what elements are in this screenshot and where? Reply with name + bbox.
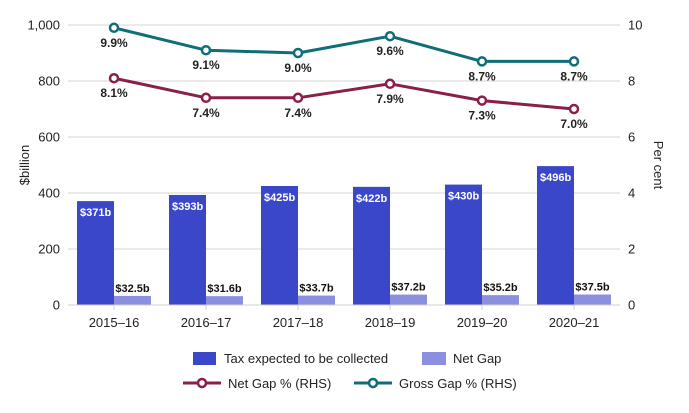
point-data-label: 9.1% [192, 58, 220, 72]
bar-data-label: $425b [264, 192, 295, 204]
point-data-label: 7.4% [192, 106, 220, 120]
bar-data-label: $32.5b [115, 283, 150, 295]
left-tick-label: 1,000 [27, 18, 60, 33]
x-tick-label: 2019–20 [457, 315, 508, 330]
right-axis-title: Per cent [651, 141, 666, 190]
line-point [384, 78, 396, 90]
gross-gap-pct-line [113, 26, 574, 63]
legend: Tax expected to be collected Net Gap Net G… [183, 351, 517, 391]
legend-marker-gross-gap-pct [367, 377, 379, 389]
point-data-label: 7.0% [560, 117, 588, 131]
bars: $371b $32.5b $393b $31.6b $425b $33.7b $422b $3… [77, 166, 611, 305]
left-axis-title: $billion [17, 145, 32, 185]
bar-net-gap [482, 295, 519, 305]
bar-data-label: $371b [80, 207, 111, 219]
point-data-label: 7.4% [284, 106, 312, 120]
net-gap-pct-line [113, 76, 575, 111]
bar-tax-expected [445, 184, 482, 305]
line-point [292, 92, 304, 104]
x-tick-label: 2017–18 [273, 315, 324, 330]
legend-marker-net-gap-pct [196, 377, 208, 389]
point-data-label: 9.0% [284, 61, 312, 75]
point-data-label: 9.6% [376, 44, 404, 58]
gridlines [68, 24, 620, 250]
x-tick-label: 2016–17 [181, 315, 232, 330]
bar-tax-expected [261, 186, 298, 305]
x-tick-label: 2018–19 [365, 315, 416, 330]
legend-label-net-gap: Net Gap [453, 351, 501, 366]
right-tick-label: 8 [628, 74, 635, 89]
legend-label-gross-gap-pct: Gross Gap % (RHS) [399, 376, 517, 391]
bar-tax-expected [77, 201, 114, 305]
left-axis-ticks: 0 200 400 600 800 1,000 [27, 18, 60, 313]
right-tick-label: 2 [628, 242, 635, 257]
line-point [108, 72, 120, 84]
bar-net-gap [206, 296, 243, 305]
line-point [476, 95, 488, 106]
line-point [568, 56, 580, 67]
line-point [384, 30, 396, 42]
bar-data-label: $31.6b [207, 283, 242, 295]
bar-net-gap [390, 294, 427, 305]
left-tick-label: 600 [38, 130, 60, 145]
line-point [108, 22, 120, 34]
line-point [292, 47, 304, 59]
bar-data-label: $430b [448, 191, 479, 203]
line-point [200, 92, 212, 104]
bar-data-label: $37.5b [575, 282, 610, 294]
bar-data-label: $35.2b [483, 282, 518, 294]
right-axis-ticks: 0 2 4 6 8 10 [628, 18, 642, 313]
x-tick-label: 2020–21 [549, 315, 600, 330]
bar-data-label: $37.2b [391, 282, 426, 294]
bar-net-gap [574, 294, 611, 305]
bar-tax-expected [169, 194, 206, 305]
left-tick-label: 0 [53, 298, 60, 313]
left-tick-label: 800 [38, 74, 60, 89]
line-point [568, 103, 580, 115]
legend-swatch-net-gap [422, 352, 446, 365]
lines: 8.1% 7.4% 7.4% 7.9% 7.3% 7.0% 9.9% 9.1% 9.0% 9.6%… [100, 22, 588, 131]
right-tick-label: 10 [628, 18, 642, 33]
point-data-label: 9.9% [100, 36, 128, 50]
point-data-label: 8.1% [100, 86, 128, 100]
legend-label-tax-expected: Tax expected to be collected [224, 351, 388, 366]
bar-data-label: $496b [540, 172, 571, 184]
bar-data-label: $422b [356, 193, 387, 205]
right-tick-label: 4 [628, 186, 635, 201]
bar-net-gap [114, 295, 151, 305]
legend-label-net-gap-pct: Net Gap % (RHS) [228, 376, 331, 391]
point-data-label: 7.9% [376, 92, 404, 106]
x-tick-label: 2015–16 [89, 315, 140, 330]
bar-tax-expected [353, 186, 390, 305]
bar-tax-expected [537, 166, 574, 305]
left-tick-label: 400 [38, 186, 60, 201]
right-tick-label: 6 [628, 130, 635, 145]
right-tick-label: 0 [628, 298, 635, 313]
line-point [200, 44, 212, 56]
point-data-label: 7.3% [468, 109, 496, 123]
left-tick-label: 200 [38, 242, 60, 257]
bar-data-label: $393b [172, 201, 203, 213]
bar-data-label: $33.7b [299, 283, 334, 295]
point-data-label: 8.7% [560, 69, 588, 83]
legend-swatch-tax-expected [193, 352, 216, 365]
x-axis-ticks: 2015–16 2016–17 2017–18 2018–19 2019–20 2020–… [89, 305, 600, 330]
point-data-label: 8.7% [468, 69, 496, 83]
line-point [476, 56, 488, 67]
bar-net-gap [298, 295, 335, 305]
